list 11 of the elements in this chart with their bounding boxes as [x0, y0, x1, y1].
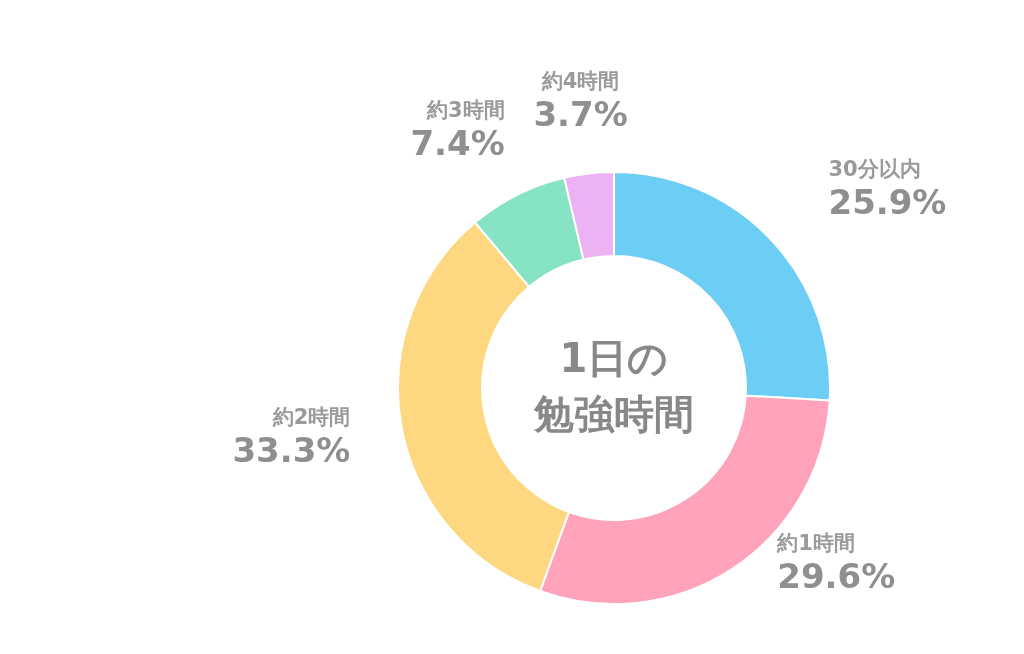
- slice-label: 30分以内: [828, 157, 921, 182]
- slice-label: 約2時間: [271, 405, 351, 430]
- slice-label: 約1時間: [776, 531, 855, 555]
- text: 1日の勉強時間: [533, 335, 694, 437]
- data-label: 7.4%: [410, 122, 505, 163]
- data-label: 3.7%: [533, 93, 628, 134]
- data-label: 33.3%: [232, 430, 351, 471]
- data-label: 25.9%: [828, 182, 947, 223]
- slice-label: 約4時間: [540, 68, 620, 93]
- slice-label: 約3時間: [426, 97, 505, 122]
- data-label: 29.6%: [777, 556, 896, 596]
